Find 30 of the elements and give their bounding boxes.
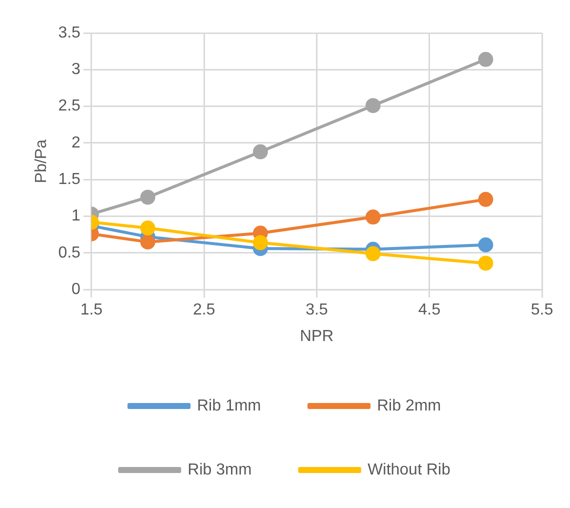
y-tick-label: 0.5	[58, 244, 81, 262]
legend-label: Rib 2mm	[377, 397, 442, 414]
x-tick-label: 4.5	[418, 302, 441, 319]
point	[366, 98, 381, 114]
y-tick-label: 0	[72, 281, 81, 298]
y-tick-label: 1	[72, 208, 81, 225]
y-tick-label: 2	[72, 134, 81, 152]
y-tick-label: 2.5	[58, 98, 81, 115]
x-tick-label: 3.5	[306, 302, 328, 319]
point	[478, 52, 494, 67]
point	[478, 256, 494, 271]
point	[140, 190, 156, 205]
x-tick-label: 5.5	[530, 302, 554, 319]
point	[252, 235, 268, 250]
point	[140, 234, 156, 250]
point	[366, 210, 381, 225]
point	[478, 192, 494, 207]
point	[478, 237, 494, 252]
y-tick-label: 3.5	[58, 24, 81, 42]
legend-label: Rib 1mm	[196, 397, 262, 414]
point	[140, 220, 156, 236]
y-tick-label: 3	[72, 61, 81, 78]
x-tick-label: 2.5	[192, 302, 216, 319]
legend-label: Without Rib	[368, 461, 450, 478]
point	[366, 246, 381, 262]
y-axis-title: Pb/Pa	[33, 139, 50, 184]
y-tick-label: 1.5	[58, 171, 81, 188]
point	[252, 144, 268, 160]
x-axis-title: NPR	[300, 328, 334, 345]
legend-label: Rib 3mm	[188, 461, 252, 478]
